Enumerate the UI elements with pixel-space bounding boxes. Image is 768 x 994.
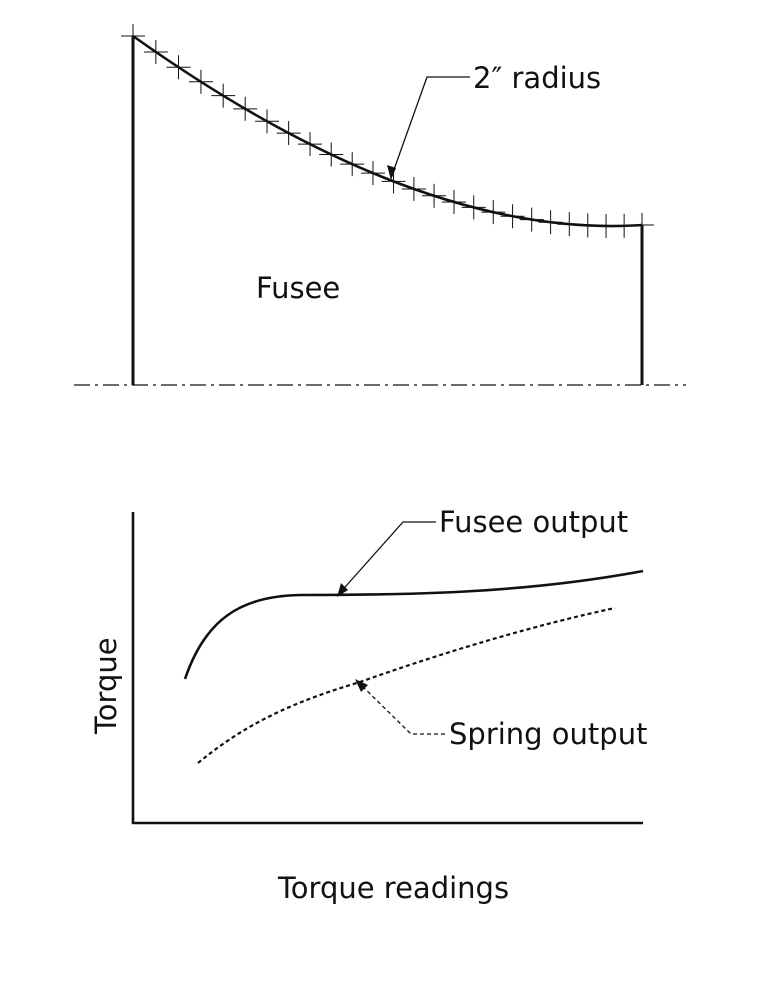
radius-leader-arrowhead — [387, 165, 396, 180]
torque-graph: Fusee output Spring output Torque Torque… — [89, 505, 647, 905]
spring-output-label: Spring output — [449, 717, 647, 751]
spring-output-arrowhead — [355, 679, 368, 692]
spring-output-curve — [197, 606, 616, 764]
spring-output-leader — [356, 680, 445, 735]
fusee-profile: 2″ radius Fusee — [74, 24, 686, 386]
fusee-label: Fusee — [256, 271, 340, 305]
x-axis-label: Torque readings — [277, 871, 509, 905]
fusee-output-leader — [337, 521, 436, 596]
fusee-output-arrowhead — [337, 583, 348, 597]
radius-label: 2″ radius — [473, 61, 601, 95]
fusee-curve — [132, 34, 643, 228]
fusee-output-label: Fusee output — [439, 505, 628, 539]
graph-axes — [131, 512, 643, 825]
y-axis-label: Torque — [89, 637, 123, 735]
fusee-curve-ticks — [121, 24, 654, 238]
radius-leader — [390, 76, 470, 179]
fusee-output-curve — [183, 569, 644, 680]
